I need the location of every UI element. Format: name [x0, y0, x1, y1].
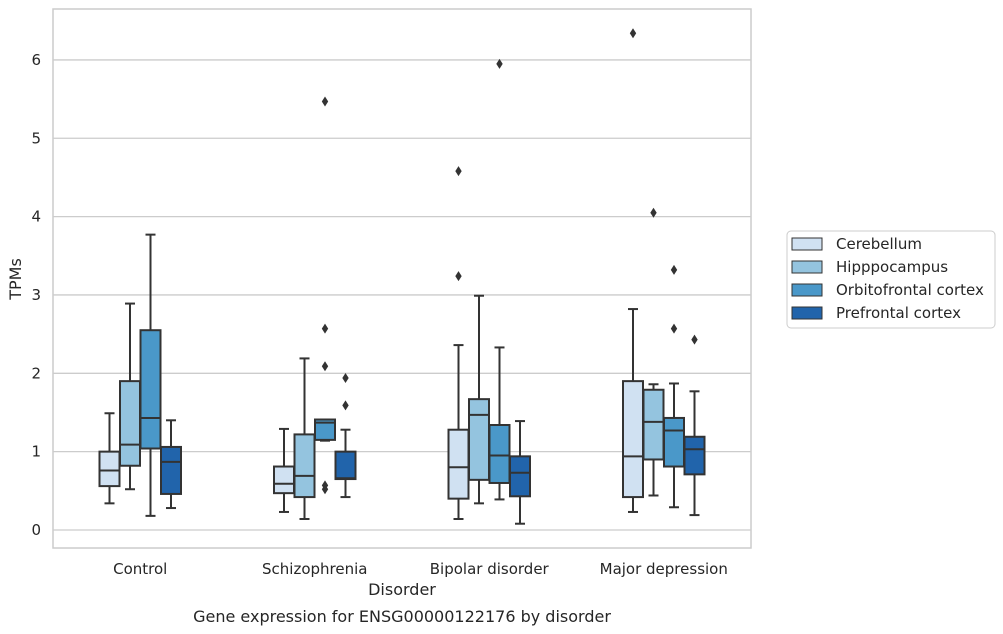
outlier-point: [496, 58, 503, 69]
outlier-point: [321, 361, 329, 372]
legend-swatch: [791, 237, 823, 251]
legend-swatch: [791, 260, 823, 274]
box-iqr: [642, 388, 665, 461]
box-iqr: [468, 398, 490, 481]
y-tick-label: 6: [31, 51, 41, 69]
box-iqr: [293, 433, 316, 499]
outlier-point: [321, 480, 329, 491]
outlier-point: [650, 207, 657, 218]
box-iqr: [447, 428, 470, 500]
outlier-point: [670, 264, 678, 275]
y-tick-label: 3: [31, 286, 41, 304]
box-iqr: [509, 455, 531, 498]
x-tick-label: Schizophrenia: [262, 560, 367, 578]
chart-caption: Gene expression for ENSG00000122176 by d…: [193, 607, 611, 626]
box-iqr: [622, 380, 644, 499]
box-group: [139, 233, 162, 517]
outlier-point: [455, 271, 462, 282]
box-iqr: [160, 445, 182, 495]
outlier-point: [629, 28, 637, 39]
box-group: [334, 372, 357, 499]
box-group: [509, 420, 531, 525]
plot-frame: [52, 8, 752, 549]
outlier-point: [691, 334, 698, 345]
x-tick-label: Bipolar disorder: [430, 560, 550, 578]
box-iqr: [488, 424, 511, 484]
box-group: [119, 302, 141, 491]
box-group: [160, 419, 182, 510]
box-iqr: [98, 450, 121, 488]
box-iqr: [139, 329, 162, 450]
box-group: [314, 96, 336, 495]
y-axis-ticks: 0 1 2 3 4 5 6: [31, 51, 41, 539]
outlier-point: [342, 372, 349, 383]
x-axis-ticks: Control Schizophrenia Bipolar disorder Majo…: [113, 560, 728, 578]
x-axis-label: Disorder: [368, 580, 436, 599]
y-tick-label: 0: [31, 521, 41, 539]
legend-label: Orbitofrontal cortex: [836, 281, 984, 299]
box-group: [468, 294, 490, 505]
y-tick-label: 5: [31, 129, 41, 147]
box-iqr: [273, 465, 295, 495]
box-iqr: [334, 450, 357, 481]
box-iqr: [314, 418, 336, 441]
outlier-point: [455, 166, 462, 177]
legend-label: Cerebellum: [836, 235, 922, 253]
outlier-point: [342, 400, 349, 411]
y-axis-label: TPMs: [6, 258, 25, 301]
box-iqr: [663, 416, 685, 468]
legend-swatch: [791, 283, 823, 297]
outlier-point: [321, 323, 329, 334]
box-group: [98, 412, 121, 505]
box-marks: [98, 28, 706, 525]
x-tick-label: Major depression: [600, 560, 728, 578]
box-iqr: [119, 380, 141, 467]
box-group: [447, 166, 470, 521]
box-group: [663, 264, 685, 509]
legend-label: Prefrontal cortex: [836, 304, 961, 322]
outlier-point: [321, 96, 329, 107]
box-group: [293, 357, 316, 521]
outlier-point: [670, 323, 678, 334]
box-group: [683, 334, 706, 517]
box-iqr: [683, 435, 706, 476]
y-tick-label: 1: [31, 443, 41, 461]
box-group: [273, 427, 295, 513]
box-group: [488, 58, 511, 501]
legend-label: Hipppocampus: [836, 258, 948, 276]
legend: Cerebellum Hipppocampus Orbitofrontal cort…: [786, 230, 996, 329]
y-tick-label: 2: [31, 364, 41, 382]
legend-swatch: [791, 306, 823, 320]
x-tick-label: Control: [113, 560, 167, 578]
y-tick-label: 4: [31, 208, 41, 226]
legend-frame: [786, 230, 996, 329]
